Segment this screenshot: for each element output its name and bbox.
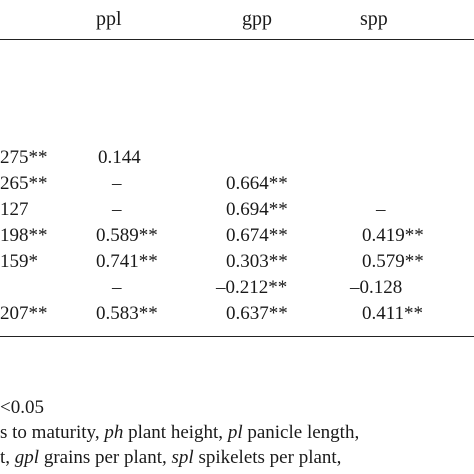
cell-ppl: 0.741** (96, 251, 158, 272)
cell-ppl: – (112, 199, 122, 220)
cell-gpp: 0.664** (226, 173, 288, 194)
footnote-text: grains per plant, (39, 447, 172, 468)
col-header-gpp: gpp (242, 8, 272, 30)
cell-ppl: 0.144 (98, 147, 141, 168)
header-rule (0, 39, 474, 40)
cell-col0: 275** (0, 147, 48, 168)
cell-spp: –0.128 (350, 277, 403, 298)
cell-gpp: 0.303** (226, 251, 288, 272)
cell-gpp: 0.637** (226, 303, 288, 324)
cell-ppl: – (112, 277, 122, 298)
col-header-ppl: ppl (96, 8, 122, 30)
cell-col0: 159* (0, 251, 38, 272)
cell-spp: 0.419** (362, 225, 424, 246)
col-header-spp: spp (360, 8, 388, 30)
footnote-significance: <0.05 (0, 397, 44, 418)
cell-gpp: 0.694** (226, 199, 288, 220)
cell-ppl: – (112, 173, 122, 194)
cell-ppl: 0.583** (96, 303, 158, 324)
footnote-text: s to maturity, (0, 422, 105, 443)
cell-spp: – (376, 199, 386, 220)
footnote-abbr-ph: ph (104, 422, 124, 443)
footnote-text: panicle length, (242, 422, 360, 443)
cell-ppl: 0.589** (96, 225, 158, 246)
cell-spp: 0.579** (362, 251, 424, 272)
cell-gpp: 0.674** (226, 225, 288, 246)
footnote-abbr-gpl: gpl (14, 447, 40, 468)
footnote-abbr-pl: pl (227, 422, 243, 443)
cell-col0: 265** (0, 173, 48, 194)
cell-gpp: –0.212** (216, 277, 288, 298)
footnote-text: t, (0, 447, 15, 468)
bottom-rule (0, 336, 474, 337)
footnote-text: plant height, (123, 422, 228, 443)
cell-col0: 198** (0, 225, 48, 246)
footnote-abbreviations-1: s to maturity, ph plant height, pl panic… (0, 423, 359, 442)
footnote-text: spikelets per plant, (193, 447, 342, 468)
cell-col0: 127 (0, 199, 29, 220)
footnote-abbreviations-2: t, gpl grains per plant, spl spikelets p… (0, 448, 341, 467)
cell-col0: 207** (0, 303, 48, 324)
cell-spp: 0.411** (362, 303, 424, 324)
footnote-abbr-spl: spl (171, 447, 194, 468)
